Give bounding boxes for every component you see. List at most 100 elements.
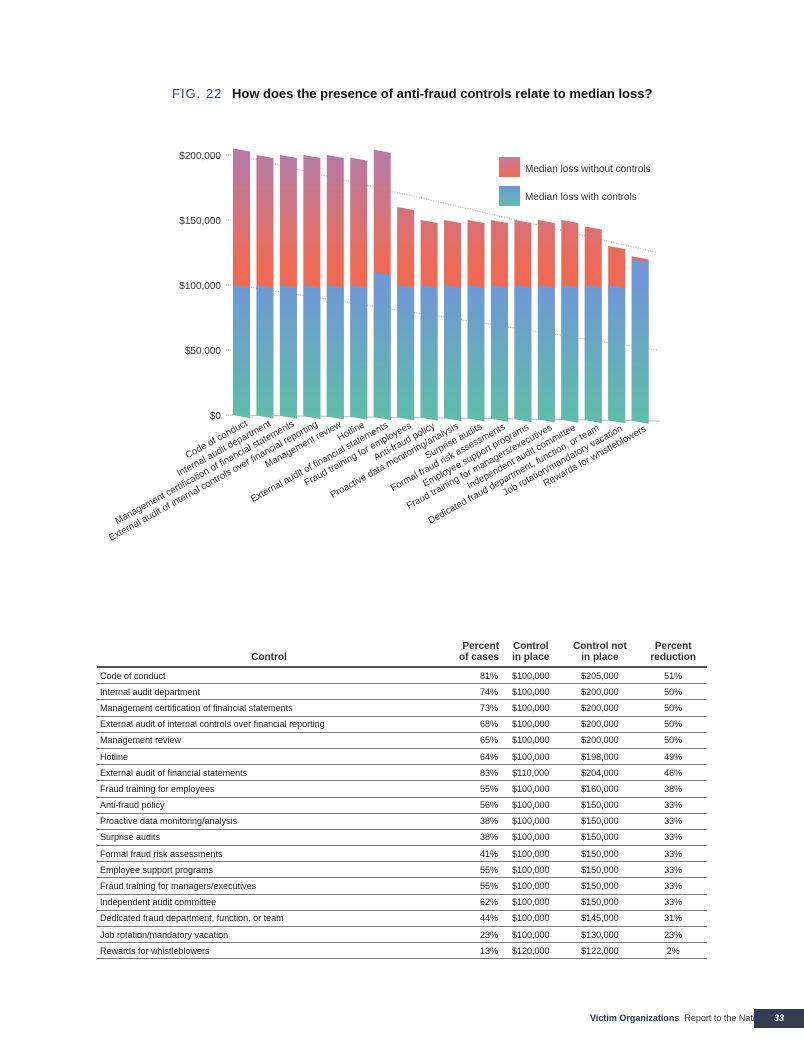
table-row: Management certification of financial st… [97, 699, 707, 717]
control-name: Surprise audits [97, 829, 441, 847]
loss-control-in-place: $100,000 [501, 780, 561, 798]
table-row: Job rotation/mandatory vacation 23% $100,0… [97, 926, 707, 944]
bar-with-controls [350, 285, 368, 420]
percent-of-cases: 74% [441, 683, 502, 701]
table-row: Internal audit department 74% $100,000 $200… [97, 683, 707, 701]
control-name: Internal audit department [97, 683, 441, 701]
footer: Victim Organizations Report to the Natio… [590, 1013, 769, 1023]
control-name: Rewards for whistleblowers [97, 942, 441, 960]
loss-control-in-place: $100,000 [501, 699, 561, 717]
bar-with-controls [397, 285, 415, 421]
loss-control-not-in-place: $198,000 [560, 748, 640, 766]
percent-reduction: 38% [639, 780, 707, 798]
bar-with-controls [490, 285, 508, 422]
table-row: Code of conduct 81% $100,000 $205,000 51% [97, 667, 707, 685]
loss-control-in-place: $100,000 [501, 829, 561, 847]
bar-with-controls [420, 285, 438, 421]
y-tick-label: $50,000 [185, 346, 222, 357]
loss-control-not-in-place: $200,000 [560, 683, 640, 701]
percent-of-cases: 55% [441, 877, 502, 895]
loss-control-in-place: $120,000 [501, 942, 561, 960]
control-name: Formal fraud risk assessments [97, 845, 441, 863]
bar-with-controls [444, 285, 462, 421]
control-name: Proactive data monitoring/analysis [97, 813, 441, 830]
loss-control-not-in-place: $200,000 [560, 699, 640, 717]
loss-control-in-place: $100,000 [501, 910, 561, 928]
control-name: Fraud training for employees [97, 780, 441, 798]
footer-report: Report to the Nations [684, 1013, 770, 1023]
loss-control-in-place: $110,000 [501, 764, 561, 782]
loss-control-in-place: $100,000 [501, 877, 561, 895]
loss-control-in-place: $100,000 [501, 861, 561, 879]
percent-of-cases: 55% [441, 780, 502, 798]
y-tick-label: $200,000 [179, 151, 221, 162]
control-name: External audit of financial statements [97, 764, 441, 782]
loss-control-not-in-place: $150,000 [560, 845, 640, 863]
legend-swatch-without [499, 157, 520, 177]
control-name: Fraud training for managers/executives [97, 877, 441, 895]
control-name: Employee support programs [97, 861, 441, 879]
percent-reduction: 51% [639, 667, 707, 685]
percent-reduction: 23% [639, 926, 707, 944]
percent-reduction: 46% [639, 764, 707, 782]
footer-section: Victim Organizations [590, 1013, 680, 1023]
loss-control-in-place: $100,000 [501, 716, 561, 733]
percent-of-cases: 65% [441, 732, 502, 749]
bar-with-controls [233, 285, 250, 418]
loss-control-in-place: $100,000 [501, 894, 561, 911]
table-row: Management review 65% $100,000 $200,000 50% [97, 732, 707, 749]
table-row: Independent audit committee 62% $100,000 $1… [97, 894, 707, 911]
table-row: Fraud training for managers/executives 55… [97, 877, 707, 895]
legend-label-without: Median loss without controls [525, 164, 651, 175]
column-header: Percent reduction [639, 641, 707, 668]
loss-control-not-in-place: $200,000 [560, 732, 640, 749]
control-name: Anti-fraud policy [97, 797, 441, 814]
page-number: 33 [754, 1009, 804, 1028]
percent-of-cases: 23% [441, 926, 502, 944]
table-row: Rewards for whistleblowers 13% $120,000 $12… [97, 942, 707, 960]
loss-control-not-in-place: $150,000 [560, 894, 640, 911]
control-name: Independent audit committee [97, 894, 441, 911]
percent-reduction: 33% [639, 845, 707, 863]
percent-of-cases: 62% [441, 894, 502, 911]
loss-control-in-place: $100,000 [501, 926, 561, 944]
percent-of-cases: 38% [441, 829, 502, 847]
y-tick-label: $100,000 [179, 281, 221, 292]
control-name: Hotline [97, 748, 441, 766]
bar-with-controls [467, 285, 485, 422]
loss-control-not-in-place: $122,000 [560, 942, 640, 960]
loss-control-not-in-place: $130,000 [560, 926, 640, 944]
table-row: Anti-fraud policy 56% $100,000 $150,000 33% [97, 797, 707, 814]
percent-reduction: 50% [639, 732, 707, 749]
percent-reduction: 50% [639, 699, 707, 717]
table-row: Fraud training for employees 55% $100,000 $… [97, 780, 707, 798]
bar-with-controls [256, 285, 274, 419]
loss-control-in-place: $100,000 [501, 732, 561, 749]
loss-control-not-in-place: $150,000 [560, 877, 640, 895]
table-row: Dedicated fraud department, function, or… [97, 910, 707, 928]
legend-label-with: Median loss with controls [525, 192, 637, 203]
loss-control-in-place: $100,000 [501, 813, 561, 830]
bar-with-controls [631, 259, 649, 424]
y-tick-label: $0 [210, 411, 222, 422]
loss-control-not-in-place: $160,000 [560, 780, 640, 798]
loss-control-in-place: $100,000 [501, 667, 561, 685]
column-header: Control in place [501, 641, 561, 668]
loss-control-in-place: $100,000 [501, 683, 561, 701]
controls-table: Control Percent of cases Control in place C… [97, 641, 707, 960]
bar-with-controls [326, 285, 344, 420]
percent-of-cases: 68% [441, 716, 502, 733]
table-row: External audit of financial statements 83… [97, 764, 707, 782]
percent-of-cases: 41% [441, 845, 502, 863]
loss-control-not-in-place: $145,000 [560, 910, 640, 928]
figure-label: FIG. 22 [172, 86, 223, 101]
loss-control-in-place: $100,000 [501, 845, 561, 863]
percent-reduction: 33% [639, 861, 707, 879]
loss-control-not-in-place: $150,000 [560, 829, 640, 847]
column-header: Control not in place [560, 641, 640, 668]
percent-of-cases: 13% [441, 942, 502, 960]
percent-reduction: 31% [639, 910, 707, 928]
bar-chart: $0$50,000$100,000$150,000$200,000 Code o… [107, 148, 661, 544]
control-name: Management certification of financial st… [97, 699, 441, 717]
percent-of-cases: 38% [441, 813, 502, 830]
